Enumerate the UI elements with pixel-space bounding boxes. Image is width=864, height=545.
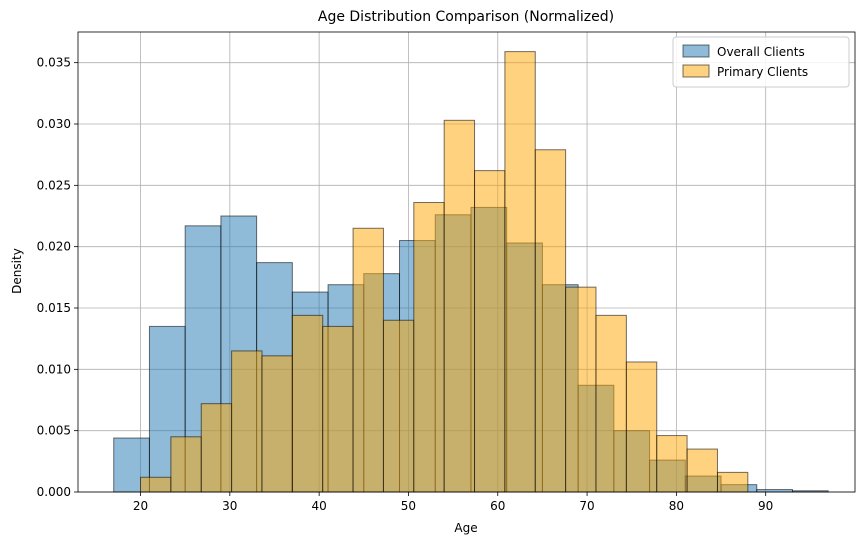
histogram-bar [686, 448, 718, 493]
histogram-bar [382, 319, 415, 493]
legend-swatch [682, 64, 710, 78]
y-tick-label: 0.035 [37, 56, 71, 70]
legend-swatch [682, 44, 710, 58]
y-tick-label: 0.020 [37, 240, 71, 254]
x-tick-label: 40 [311, 499, 326, 513]
histogram-bar [443, 119, 476, 493]
legend-label: Primary Clients [717, 65, 808, 79]
histogram-bar [716, 471, 749, 493]
y-tick-label: 0.030 [37, 117, 71, 131]
histogram-bar [474, 170, 506, 493]
x-tick-label: 80 [669, 499, 684, 513]
y-axis-label: Density [10, 248, 24, 294]
histogram-bar [291, 314, 324, 493]
x-tick-label: 20 [133, 499, 148, 513]
histogram-bar [352, 227, 384, 493]
histogram-bar [595, 314, 627, 493]
histogram-bar [504, 51, 536, 493]
x-tick-label: 50 [401, 499, 416, 513]
x-tick-label: 30 [222, 499, 237, 513]
y-tick-label: 0.025 [37, 178, 71, 192]
legend: Overall Clients Primary Clients [672, 36, 850, 88]
histogram-bar [261, 355, 293, 493]
histogram-bar [625, 361, 658, 493]
chart-title: Age Distribution Comparison (Normalized) [318, 9, 614, 25]
y-tick-label: 0.015 [37, 301, 71, 315]
y-tick-label: 0.010 [37, 362, 71, 376]
x-axis-label: Age [454, 521, 477, 535]
plot-frame [77, 31, 856, 493]
series-primary-clients [140, 51, 749, 493]
histogram-bar [656, 435, 688, 493]
legend-label: Overall Clients [717, 45, 805, 59]
x-tick-label: 70 [579, 499, 594, 513]
axis-ticks: 20 30 40 50 60 70 80 90 0.000 0.005 0.010 0.015 0.02… [37, 56, 774, 513]
histogram-bar [322, 325, 354, 493]
histogram-bar [140, 476, 172, 493]
bars-layer [113, 51, 829, 493]
histogram-bar [200, 403, 233, 493]
histogram-bar [565, 286, 597, 493]
histogram-bar [534, 149, 567, 493]
y-tick-label: 0.005 [37, 424, 71, 438]
x-tick-label: 90 [758, 499, 773, 513]
legend-box [672, 36, 850, 88]
x-tick-label: 60 [490, 499, 505, 513]
y-tick-label: 0.000 [37, 485, 71, 499]
histogram-bar [413, 202, 445, 493]
histogram-bar [170, 436, 202, 493]
histogram-bar [231, 350, 263, 493]
